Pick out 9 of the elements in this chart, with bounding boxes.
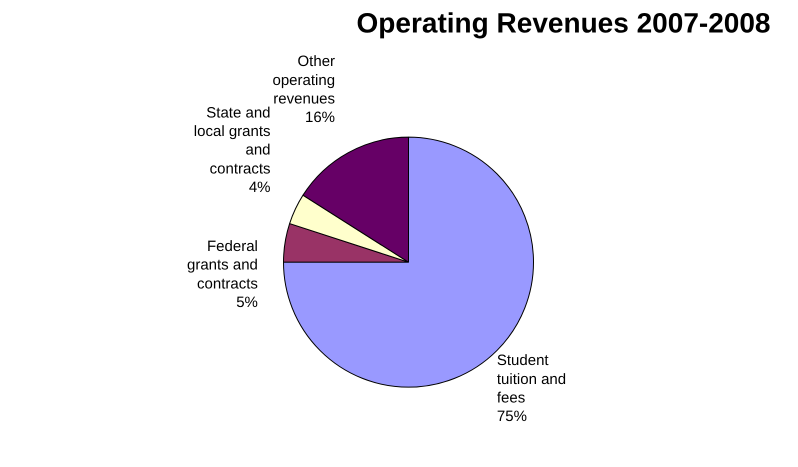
chart-title: Operating Revenues 2007-2008 [356,8,770,38]
data-label: 75% [496,408,527,426]
slice-label: Other operating revenues [272,53,336,108]
slice-label: State and local grants and contracts [194,104,271,178]
data-label: 4% [248,179,271,196]
slice-label: Student tuition and fees [496,352,566,406]
data-label: 16% [305,109,336,126]
data-label: 5% [236,294,258,312]
slice-label: Federal grants and contracts [186,238,258,292]
